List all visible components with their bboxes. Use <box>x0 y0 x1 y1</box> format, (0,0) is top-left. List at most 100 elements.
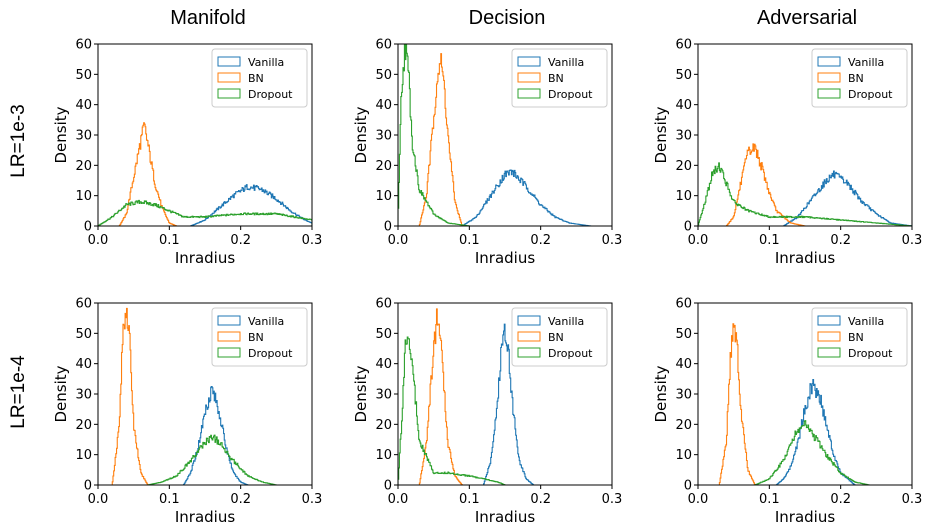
y-tick-label: 10 <box>75 189 92 204</box>
y-tick-label: 50 <box>75 327 92 342</box>
x-tick-label: 0.2 <box>530 233 551 248</box>
legend: Vanilla BN Dropout <box>211 48 308 108</box>
series-dropout-line <box>398 44 612 226</box>
x-tick-label: 0.0 <box>388 492 409 507</box>
legend-swatch-dropout <box>217 88 241 99</box>
series-dropout-line <box>98 199 312 226</box>
chart-panel: 0 10 20 30 40 50 60 0.0 0.1 0.2 0.3 Inradius Density… <box>352 38 622 268</box>
legend-box <box>811 307 908 367</box>
column-title-adversarial: Adversarial <box>757 7 857 29</box>
y-tick-label: 60 <box>675 38 692 53</box>
series-bn-line <box>398 308 612 485</box>
legend-swatch-vanilla <box>817 56 841 67</box>
plot-area <box>698 143 912 226</box>
y-tick-label: 0 <box>684 479 692 494</box>
y-tick-label: 60 <box>375 297 392 312</box>
y-tick-label: 60 <box>375 38 392 53</box>
legend-label-bn: BN <box>548 331 564 344</box>
y-tick-label: 10 <box>375 189 392 204</box>
y-axis-label: Density <box>652 365 670 422</box>
legend-box <box>211 48 308 108</box>
legend-swatch-dropout <box>217 347 241 358</box>
y-axis-label: Density <box>352 106 370 163</box>
legend-label-bn: BN <box>548 72 564 85</box>
plot-area <box>98 122 312 226</box>
x-tick-label: 0.3 <box>602 492 623 507</box>
row-label-lr-1e-3: LR=1e-3 <box>8 104 29 177</box>
series-dropout-line <box>698 420 912 485</box>
series-bn-line <box>698 323 912 485</box>
plot-area <box>698 323 912 485</box>
x-tick-label: 0.2 <box>230 233 251 248</box>
chart-panel: 0 10 20 30 40 50 60 0.0 0.1 0.2 0.3 Inradius Density… <box>352 297 622 527</box>
y-tick-label: 40 <box>675 357 692 372</box>
legend: Vanilla BN Dropout <box>811 48 908 108</box>
column-title-manifold: Manifold <box>170 7 246 29</box>
x-axis-label: Inradius <box>475 508 535 526</box>
y-tick-label: 30 <box>375 388 392 403</box>
y-tick-label: 10 <box>375 448 392 463</box>
y-tick-label: 40 <box>675 98 692 113</box>
legend-swatch-dropout <box>517 88 541 99</box>
y-tick-label: 0 <box>384 479 392 494</box>
x-tick-label: 0.3 <box>902 492 923 507</box>
legend-label-vanilla: Vanilla <box>548 315 584 328</box>
y-tick-label: 60 <box>75 297 92 312</box>
legend: Vanilla BN Dropout <box>511 307 608 367</box>
x-tick-label: 0.3 <box>902 233 923 248</box>
x-tick-label: 0.1 <box>759 233 780 248</box>
legend-label-vanilla: Vanilla <box>248 315 284 328</box>
series-bn-line <box>98 122 312 226</box>
legend-label-bn: BN <box>848 72 864 85</box>
y-tick-label: 10 <box>675 448 692 463</box>
legend-swatch-dropout <box>517 347 541 358</box>
legend-label-bn: BN <box>848 331 864 344</box>
y-tick-label: 20 <box>375 159 392 174</box>
x-tick-label: 0.0 <box>688 233 709 248</box>
legend-swatch-bn <box>517 331 541 342</box>
x-tick-label: 0.2 <box>830 492 851 507</box>
column-title-decision: Decision <box>469 7 546 29</box>
y-tick-label: 10 <box>675 189 692 204</box>
y-tick-label: 30 <box>75 129 92 144</box>
legend-swatch-bn <box>217 72 241 83</box>
x-tick-label: 0.2 <box>530 492 551 507</box>
y-tick-label: 60 <box>675 297 692 312</box>
series-dropout-line <box>98 434 312 485</box>
legend-swatch-vanilla <box>517 315 541 326</box>
x-axis-label: Inradius <box>775 249 835 267</box>
y-tick-label: 0 <box>84 220 92 235</box>
series-vanilla-line <box>398 169 612 226</box>
series-bn-line <box>398 53 612 226</box>
series-vanilla-line <box>98 386 312 485</box>
legend-label-dropout: Dropout <box>848 88 893 101</box>
y-axis-label: Density <box>352 365 370 422</box>
y-tick-label: 40 <box>75 98 92 113</box>
y-tick-label: 50 <box>75 68 92 83</box>
x-tick-label: 0.1 <box>459 492 480 507</box>
y-tick-label: 60 <box>75 38 92 53</box>
y-tick-label: 0 <box>684 220 692 235</box>
legend-box <box>211 307 308 367</box>
series-vanilla-line <box>698 170 912 226</box>
y-tick-label: 30 <box>375 129 392 144</box>
y-axis-label: Density <box>652 106 670 163</box>
x-tick-label: 0.3 <box>302 492 323 507</box>
y-tick-label: 50 <box>375 68 392 83</box>
legend-box <box>511 48 608 108</box>
x-tick-label: 0.1 <box>759 492 780 507</box>
legend-label-dropout: Dropout <box>248 347 293 360</box>
x-tick-label: 0.0 <box>388 233 409 248</box>
y-tick-label: 0 <box>384 220 392 235</box>
y-axis-label: Density <box>52 106 70 163</box>
legend-swatch-bn <box>217 331 241 342</box>
y-tick-label: 50 <box>375 327 392 342</box>
y-tick-label: 10 <box>75 448 92 463</box>
legend-label-bn: BN <box>248 331 264 344</box>
legend-label-vanilla: Vanilla <box>848 315 884 328</box>
series-bn-line <box>698 143 912 226</box>
series-dropout-line <box>698 162 912 226</box>
plot-area <box>98 307 312 485</box>
legend: Vanilla BN Dropout <box>511 48 608 108</box>
y-tick-label: 50 <box>675 68 692 83</box>
